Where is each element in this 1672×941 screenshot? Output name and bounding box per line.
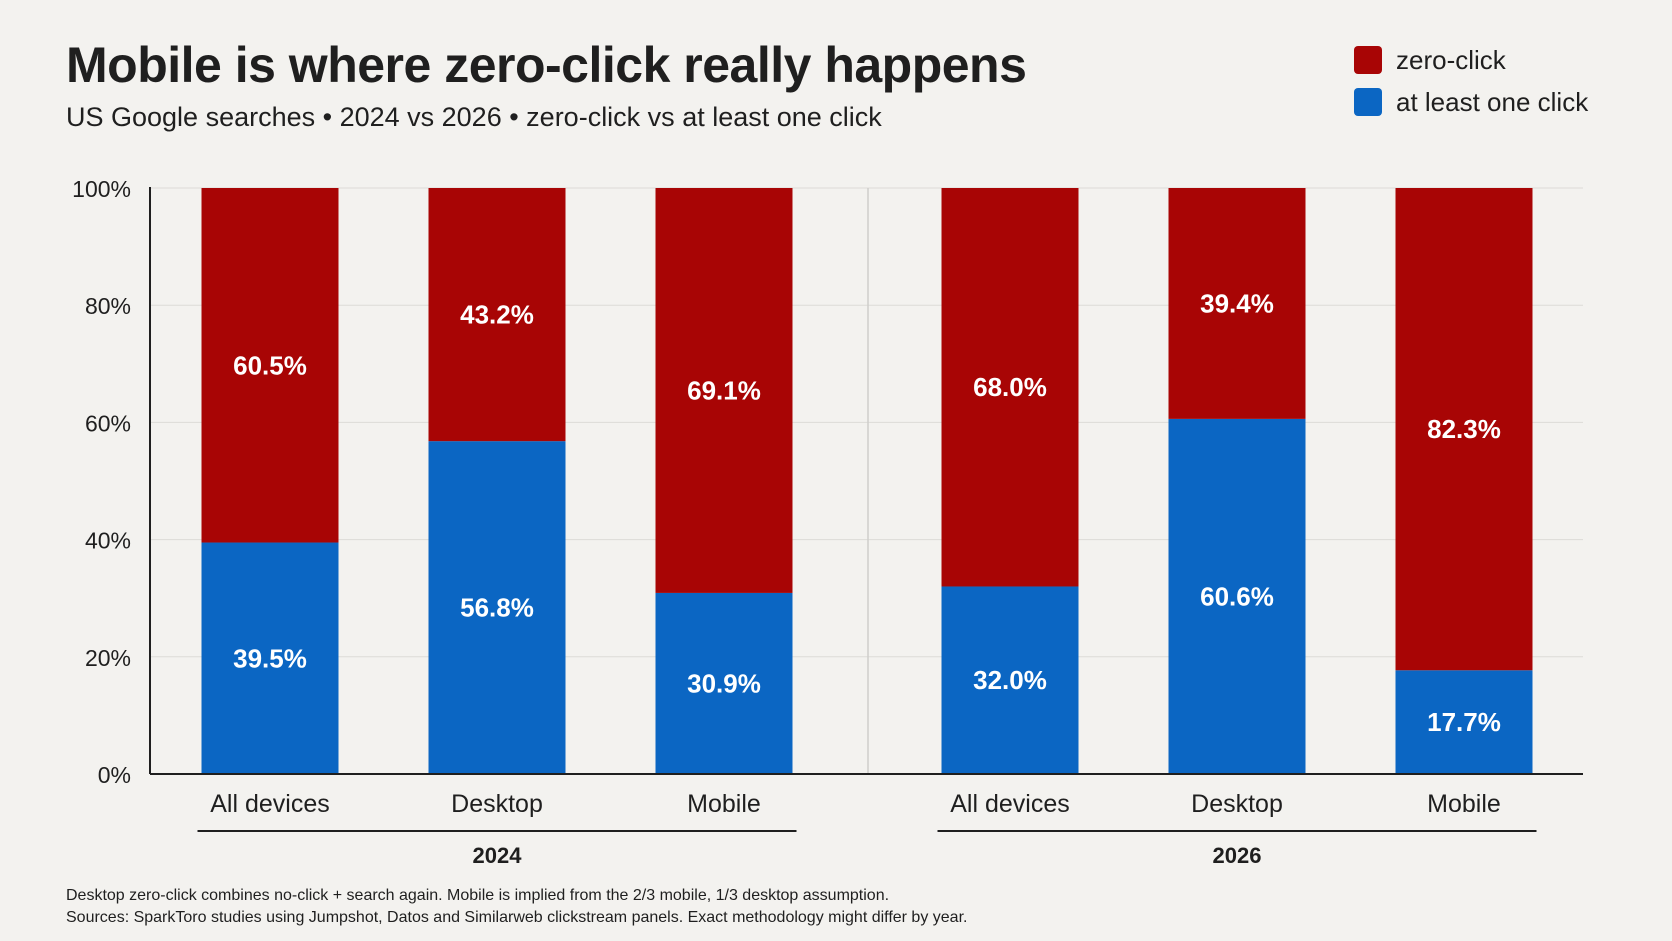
data-label-zero-click: 68.0% <box>973 372 1047 402</box>
data-label-click: 39.5% <box>233 643 307 673</box>
bar-zero-click <box>1395 188 1533 671</box>
legend-label-zero-click: zero-click <box>1396 44 1506 75</box>
data-label-zero-click: 39.4% <box>1200 288 1274 318</box>
stacked-bar-chart: 0% 20% 40% 60% 80% 100% 39.5% 60.5% All devices 5… <box>72 176 1583 868</box>
legend-swatch-click <box>1354 88 1382 116</box>
y-tick-label: 100% <box>72 176 131 202</box>
bar-click <box>941 586 1079 774</box>
x-tick-label: Mobile <box>687 790 761 818</box>
x-tick-label: All devices <box>210 790 330 818</box>
chart-subtitle: US Google searches • 2024 vs 2026 • zero… <box>66 102 882 132</box>
chart-title: Mobile is where zero-click really happen… <box>66 37 1027 93</box>
x-tick-label: Desktop <box>1191 790 1283 818</box>
data-label-zero-click: 82.3% <box>1427 414 1501 444</box>
data-label-click: 32.0% <box>973 665 1047 695</box>
data-label-zero-click: 43.2% <box>460 300 534 330</box>
legend: zero-click at least one click <box>1354 44 1589 130</box>
footnote: Desktop zero-click combines no-click + s… <box>66 885 967 929</box>
bar-click <box>428 441 566 774</box>
group-label: 2026 <box>1213 843 1262 868</box>
bar-zero-click <box>1168 188 1306 419</box>
x-tick-label: Desktop <box>451 790 543 818</box>
group-label: 2024 <box>473 843 523 868</box>
data-label-zero-click: 69.1% <box>687 375 761 405</box>
data-label-click: 56.8% <box>460 593 534 623</box>
bar-click <box>1395 670 1533 774</box>
footnote-line-2: Sources: SparkToro studies using Jumpsho… <box>66 909 968 926</box>
legend-label-click: at least one click <box>1396 86 1589 117</box>
data-label-click: 60.6% <box>1200 581 1274 611</box>
footnote-line-1: Desktop zero-click combines no-click + s… <box>66 887 890 904</box>
legend-item-click: at least one click <box>1354 86 1589 117</box>
bar-click <box>201 542 339 774</box>
legend-swatch-zero-click <box>1354 46 1382 74</box>
y-tick-label: 40% <box>85 528 131 554</box>
y-tick-label: 0% <box>98 762 131 788</box>
bar-zero-click <box>201 188 339 543</box>
data-label-click: 17.7% <box>1427 707 1501 737</box>
data-label-click: 30.9% <box>687 668 761 698</box>
y-tick-label: 80% <box>85 293 131 319</box>
x-tick-label: Mobile <box>1427 790 1501 818</box>
y-tick-label: 20% <box>85 645 131 671</box>
legend-item-zero-click: zero-click <box>1354 44 1588 75</box>
bar-zero-click <box>655 188 793 593</box>
data-label-zero-click: 60.5% <box>233 350 307 380</box>
bar-zero-click <box>428 188 566 442</box>
y-tick-label: 60% <box>85 410 131 436</box>
bar-click <box>1168 418 1306 774</box>
x-tick-label: All devices <box>950 790 1070 818</box>
bar-click <box>655 592 793 774</box>
bar-zero-click <box>941 188 1079 587</box>
